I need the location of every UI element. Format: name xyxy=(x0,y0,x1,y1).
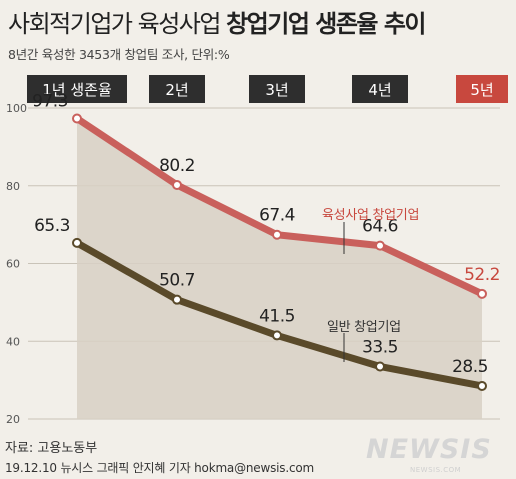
chart-title-bold: 창업기업 생존율 추이 xyxy=(226,10,426,38)
y-tick-label: 20 xyxy=(6,413,20,426)
data-point xyxy=(272,330,282,341)
category-box xyxy=(27,75,127,103)
category-box xyxy=(456,75,508,103)
data-label: 52.2 xyxy=(464,265,500,285)
data-label: 41.5 xyxy=(259,306,295,326)
category-label: 5년 xyxy=(470,81,493,99)
data-label: 67.4 xyxy=(259,206,295,226)
data-label: 65.3 xyxy=(34,216,70,236)
category-box xyxy=(352,75,408,103)
y-tick-label: 60 xyxy=(6,258,20,271)
category-label: 4년 xyxy=(368,81,391,99)
data-point xyxy=(272,229,282,240)
category-label: 2년 xyxy=(165,81,188,99)
watermark-url: NEWSIS.COM xyxy=(410,466,462,474)
credit-note: 19.12.10 뉴시스 그래픽 안지혜 기자 hokma@newsis.com xyxy=(5,461,314,475)
area-fill xyxy=(77,118,482,419)
data-point xyxy=(477,288,487,299)
data-label: 33.5 xyxy=(362,338,398,358)
y-tick-label: 40 xyxy=(6,335,20,348)
series-label-general: 일반 창업기업 xyxy=(327,320,401,335)
source-note: 자료: 고용노동부 xyxy=(5,441,98,456)
category-label: 1년 생존율 xyxy=(42,81,112,99)
data-point xyxy=(375,361,385,372)
data-label: 80.2 xyxy=(159,156,195,176)
chart-title: 사회적기업가 육성사업 창업기업 생존율 추이 xyxy=(8,4,427,39)
y-tick-label: 100 xyxy=(6,102,27,115)
data-point xyxy=(477,380,487,391)
chart-subtitle: 8년간 육성한 3453개 창업팀 조사, 단위:% xyxy=(8,47,230,62)
series-label-highlight: 육성사업 창업기업 xyxy=(322,208,419,223)
data-label: 97.3 xyxy=(32,91,68,111)
category-label: 3년 xyxy=(265,81,288,99)
data-label: 50.7 xyxy=(159,271,195,291)
data-point xyxy=(172,294,182,305)
data-label: 64.6 xyxy=(362,217,398,237)
data-point xyxy=(72,113,82,124)
data-point xyxy=(72,237,82,248)
y-tick-label: 80 xyxy=(6,180,20,193)
data-point xyxy=(172,179,182,190)
watermark-logo: NEWSIS xyxy=(366,434,492,465)
chart-title-normal: 사회적기업가 육성사업 xyxy=(8,10,221,38)
category-box xyxy=(149,75,205,103)
data-point xyxy=(375,240,385,251)
category-box xyxy=(249,75,305,103)
data-label: 28.5 xyxy=(452,357,488,377)
